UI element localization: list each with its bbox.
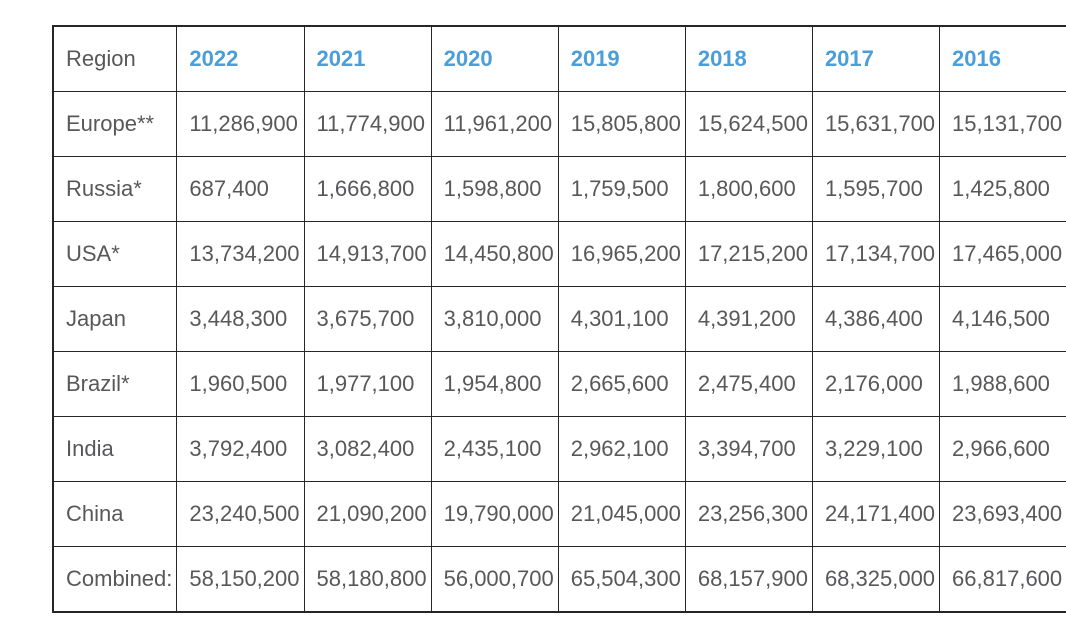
value-cell: 3,675,700	[303, 286, 432, 352]
year-column-header: 2022	[176, 25, 305, 92]
value-cell: 2,435,100	[430, 416, 559, 482]
region-cell: India	[52, 416, 178, 482]
table-row: Combined: 58,150,200 58,180,800 56,000,700 6…	[52, 546, 1066, 613]
value-cell: 4,301,100	[557, 286, 686, 352]
region-cell: Japan	[52, 286, 178, 352]
value-cell: 16,965,200	[557, 221, 686, 287]
value-cell: 2,962,100	[557, 416, 686, 482]
value-cell: 19,790,000	[430, 481, 559, 547]
value-cell: 23,240,500	[176, 481, 305, 547]
table-row: Europe** 11,286,900 11,774,900 11,961,200 15…	[52, 91, 1066, 157]
value-cell: 1,595,700	[811, 156, 941, 222]
value-cell: 2,966,600	[939, 416, 1066, 482]
year-column-header: 2020	[430, 25, 559, 92]
value-cell: 4,146,500	[939, 286, 1066, 352]
value-cell: 15,131,700	[939, 91, 1066, 157]
regions-by-year-table: Region 2022 2021 2020 2019 2018 2017 2016 Europ…	[52, 25, 1066, 613]
value-cell: 1,977,100	[303, 351, 432, 417]
value-cell: 1,666,800	[303, 156, 432, 222]
value-cell: 11,286,900	[176, 91, 305, 157]
region-cell: Russia*	[52, 156, 178, 222]
year-column-header: 2016	[939, 25, 1066, 92]
value-cell: 58,180,800	[303, 546, 432, 613]
table-row: China 23,240,500 21,090,200 19,790,000 21,04…	[52, 481, 1066, 547]
value-cell: 15,631,700	[811, 91, 941, 157]
table-viewport: Region 2022 2021 2020 2019 2018 2017 2016 Europ…	[52, 25, 1066, 617]
value-cell: 11,961,200	[430, 91, 559, 157]
value-cell: 68,157,900	[684, 546, 813, 613]
value-cell: 23,693,400	[939, 481, 1066, 547]
value-cell: 14,450,800	[430, 221, 559, 287]
value-cell: 3,082,400	[303, 416, 432, 482]
region-cell: Europe**	[52, 91, 178, 157]
table-row: USA* 13,734,200 14,913,700 14,450,800 16,965…	[52, 221, 1066, 287]
value-cell: 1,800,600	[684, 156, 813, 222]
value-cell: 15,624,500	[684, 91, 813, 157]
value-cell: 1,954,800	[430, 351, 559, 417]
value-cell: 3,229,100	[811, 416, 941, 482]
value-cell: 17,134,700	[811, 221, 941, 287]
value-cell: 1,988,600	[939, 351, 1066, 417]
value-cell: 66,817,600	[939, 546, 1066, 613]
value-cell: 3,448,300	[176, 286, 305, 352]
value-cell: 56,000,700	[430, 546, 559, 613]
value-cell: 21,090,200	[303, 481, 432, 547]
table-row: Russia* 687,400 1,666,800 1,598,800 1,759,50…	[52, 156, 1066, 222]
value-cell: 3,394,700	[684, 416, 813, 482]
header-row: Region 2022 2021 2020 2019 2018 2017 2016	[52, 25, 1066, 92]
value-cell: 1,960,500	[176, 351, 305, 417]
value-cell: 4,391,200	[684, 286, 813, 352]
value-cell: 17,465,000	[939, 221, 1066, 287]
region-cell: Brazil*	[52, 351, 178, 417]
value-cell: 58,150,200	[176, 546, 305, 613]
value-cell: 21,045,000	[557, 481, 686, 547]
value-cell: 17,215,200	[684, 221, 813, 287]
value-cell: 3,810,000	[430, 286, 559, 352]
value-cell: 2,475,400	[684, 351, 813, 417]
value-cell: 2,176,000	[811, 351, 941, 417]
value-cell: 1,598,800	[430, 156, 559, 222]
value-cell: 4,386,400	[811, 286, 941, 352]
table-row: India 3,792,400 3,082,400 2,435,100 2,962,10…	[52, 416, 1066, 482]
year-column-header: 2018	[684, 25, 813, 92]
value-cell: 23,256,300	[684, 481, 813, 547]
year-column-header: 2019	[557, 25, 686, 92]
year-column-header: 2021	[303, 25, 432, 92]
value-cell: 24,171,400	[811, 481, 941, 547]
value-cell: 1,425,800	[939, 156, 1066, 222]
value-cell: 15,805,800	[557, 91, 686, 157]
value-cell: 11,774,900	[303, 91, 432, 157]
table-row: Japan 3,448,300 3,675,700 3,810,000 4,301,10…	[52, 286, 1066, 352]
value-cell: 3,792,400	[176, 416, 305, 482]
value-cell: 13,734,200	[176, 221, 305, 287]
year-column-header: 2017	[811, 25, 941, 92]
region-cell: USA*	[52, 221, 178, 287]
value-cell: 1,759,500	[557, 156, 686, 222]
value-cell: 68,325,000	[811, 546, 941, 613]
table-body: Europe** 11,286,900 11,774,900 11,961,200 15…	[52, 91, 1066, 613]
region-cell: China	[52, 481, 178, 547]
value-cell: 2,665,600	[557, 351, 686, 417]
value-cell: 687,400	[176, 156, 305, 222]
value-cell: 14,913,700	[303, 221, 432, 287]
column-header-region: Region	[52, 25, 178, 92]
table-row: Brazil* 1,960,500 1,977,100 1,954,800 2,665,…	[52, 351, 1066, 417]
region-cell: Combined:	[52, 546, 178, 613]
value-cell: 65,504,300	[557, 546, 686, 613]
